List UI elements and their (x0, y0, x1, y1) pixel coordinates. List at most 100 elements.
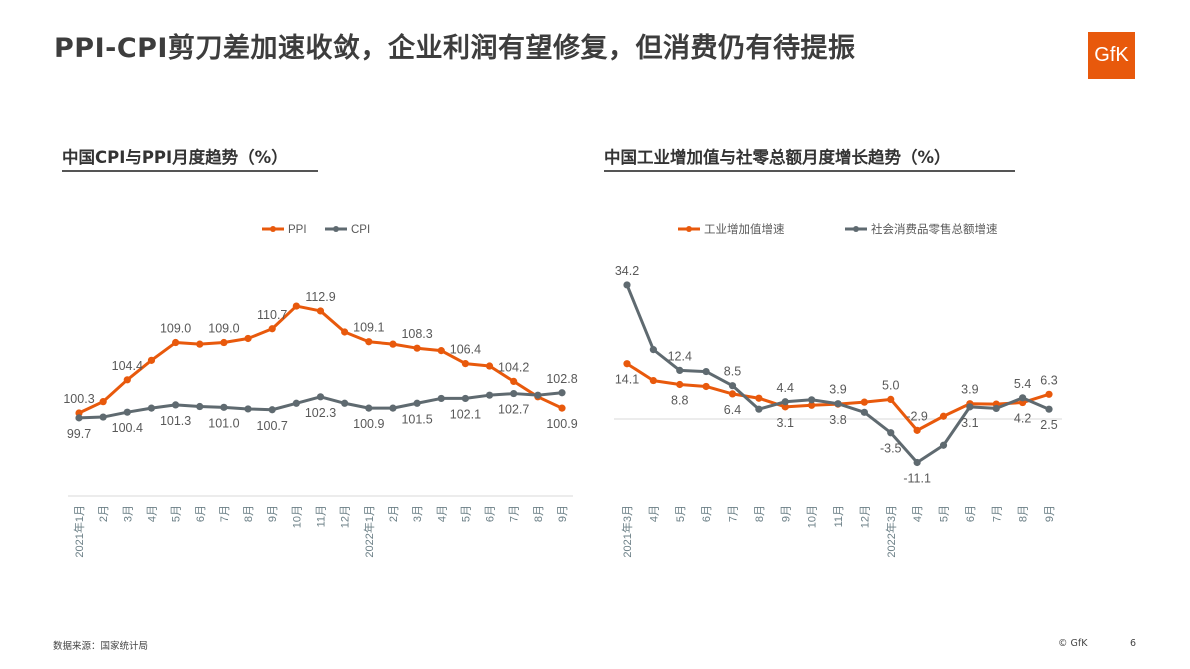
cpi-ppi-x-tick-label: 8月 (243, 505, 255, 522)
cpi-ppi-data-point (558, 404, 566, 412)
industry-retail-data-point (992, 404, 1000, 413)
cpi-ppi-x-tick-label: 11月 (316, 505, 328, 527)
cpi-ppi-data-point (341, 399, 349, 407)
cpi-ppi-legend-label: PPI (288, 224, 307, 236)
cpi-ppi-data-point (99, 398, 107, 406)
cpi-ppi-legend-marker (333, 226, 339, 232)
cpi-ppi-data-point (244, 405, 252, 413)
cpi-ppi-data-label: 102.8 (546, 372, 577, 386)
industry-retail-legend-label: 社会消费品零售总额增速 (871, 222, 998, 236)
cpi-ppi-data-label: 100.9 (546, 417, 577, 431)
industry-retail-data-point (676, 366, 684, 374)
cpi-ppi-data-label: 104.2 (498, 360, 529, 374)
cpi-ppi-data-label: 109.0 (160, 322, 191, 336)
industry-retail-data-label: -2.9 (906, 409, 928, 423)
cpi-ppi-data-point (123, 408, 131, 416)
cpi-ppi-data-point (510, 389, 518, 398)
cpi-ppi-data-point (123, 376, 131, 384)
cpi-ppi-data-point (316, 307, 325, 315)
industry-retail-data-point (649, 346, 657, 354)
industry-retail-data-label: 6.3 (1040, 373, 1057, 387)
industry-retail-data-label: 3.8 (829, 413, 846, 427)
cpi-ppi-data-point (389, 340, 397, 348)
industry-retail-data-point (1045, 405, 1053, 413)
industry-retail-legend-marker (686, 226, 692, 232)
cpi-ppi-data-label: 101.0 (208, 416, 239, 430)
industry-retail-data-point (860, 398, 868, 406)
cpi-ppi-data-point (196, 402, 204, 411)
industry-retail-x-tick-label: 11月 (833, 505, 845, 527)
industry-retail-data-point (623, 360, 631, 368)
cpi-ppi-data-point (389, 404, 397, 412)
industry-retail-x-tick-label: 6月 (965, 505, 977, 522)
slide-title: PPI-CPI剪刀差加速收敛，企业利润有望修复，但消费仍有待提振 (54, 33, 856, 64)
cpi-ppi-data-label: 101.3 (160, 414, 191, 428)
cpi-ppi-data-point (244, 334, 252, 343)
industry-retail-x-tick-label: 6月 (701, 505, 713, 522)
cpi-ppi-data-point (75, 414, 83, 422)
industry-retail-data-point (1045, 390, 1053, 398)
cpi-ppi-x-tick-label: 9月 (267, 505, 279, 522)
industry-retail-x-tick-label: 9月 (1044, 505, 1056, 522)
industry-retail-data-point (702, 367, 710, 376)
industry-retail-data-point (939, 441, 948, 449)
industry-retail-data-point (808, 401, 816, 409)
cpi-ppi-data-point (196, 340, 204, 348)
industry-retail-x-tick-label: 5月 (939, 505, 951, 522)
cpi-ppi-data-label: 106.4 (450, 343, 481, 357)
industry-retail-data-point (781, 403, 789, 411)
industry-retail-x-tick-label: 12月 (859, 505, 871, 528)
cpi-ppi-data-point (147, 404, 156, 412)
cpi-ppi-x-tick-label: 4月 (146, 505, 158, 522)
cpi-ppi-x-tick-label: 2月 (98, 505, 110, 522)
cpi-ppi-data-point (99, 413, 107, 421)
industry-retail-data-point (781, 398, 789, 406)
industry-retail-data-point (834, 400, 842, 408)
industry-retail-data-label: 4.4 (777, 381, 794, 395)
cpi-ppi-data-point (510, 377, 518, 386)
cpi-ppi-data-label: 104.4 (112, 359, 143, 373)
industry-retail-data-label: 34.2 (615, 264, 639, 278)
cpi-ppi-data-point (172, 338, 180, 347)
industry-retail-x-tick-label: 5月 (675, 505, 687, 522)
cpi-ppi-x-tick-label: 6月 (485, 505, 497, 522)
industry-retail-data-point (649, 376, 657, 385)
cpi-ppi-data-point (365, 338, 373, 346)
industry-retail-x-tick-label: 8月 (754, 505, 766, 522)
cpi-ppi-data-point (147, 356, 156, 364)
industry-retail-data-point (755, 394, 763, 402)
industry-retail-data-point (623, 281, 631, 289)
industry-retail-x-tick-label: 4月 (912, 505, 924, 522)
cpi-ppi-data-label: 109.1 (353, 321, 384, 335)
industry-retail-data-point (913, 458, 921, 467)
cpi-ppi-data-label: 109.0 (208, 322, 239, 336)
industry-retail-data-point (913, 426, 921, 434)
cpi-ppi-x-tick-label: 2021年1月 (72, 505, 86, 558)
cpi-ppi-data-label: 99.7 (67, 427, 91, 441)
cpi-ppi-data-label: 100.4 (112, 421, 143, 435)
cpi-ppi-x-tick-label: 5月 (460, 505, 472, 522)
cpi-ppi-x-tick-label: 12月 (340, 505, 352, 528)
cpi-ppi-data-point (365, 404, 373, 412)
cpi-ppi-data-label: 102.1 (450, 407, 481, 421)
industry-retail-data-label: 3.1 (777, 416, 794, 430)
industry-retail-data-label: 3.1 (961, 416, 978, 430)
cpi-ppi-data-point (413, 399, 421, 407)
cpi-ppi-data-point (220, 403, 228, 411)
industry-retail-x-tick-label: 8月 (1018, 505, 1030, 522)
cpi-ppi-data-point (437, 394, 445, 403)
cpi-ppi-data-label: 112.9 (305, 290, 335, 304)
cpi-ppi-data-label: 102.7 (498, 403, 529, 417)
cpi-ppi-x-tick-label: 7月 (509, 505, 521, 522)
industry-retail-data-label: 8.5 (724, 365, 741, 379)
industry-retail-data-point (887, 395, 895, 403)
cpi-ppi-data-label: 100.7 (257, 419, 288, 433)
industry-retail-data-label: -3.5 (880, 442, 902, 456)
cpi-ppi-data-point (437, 347, 445, 355)
cpi-ppi-x-tick-label: 8月 (533, 505, 545, 522)
industry-retail-data-point (939, 412, 948, 420)
industry-retail-x-tick-label: 4月 (648, 505, 660, 522)
industry-retail-data-point (755, 405, 763, 413)
cpi-ppi-data-point (534, 391, 542, 399)
logo-text: GfK (1094, 44, 1129, 66)
